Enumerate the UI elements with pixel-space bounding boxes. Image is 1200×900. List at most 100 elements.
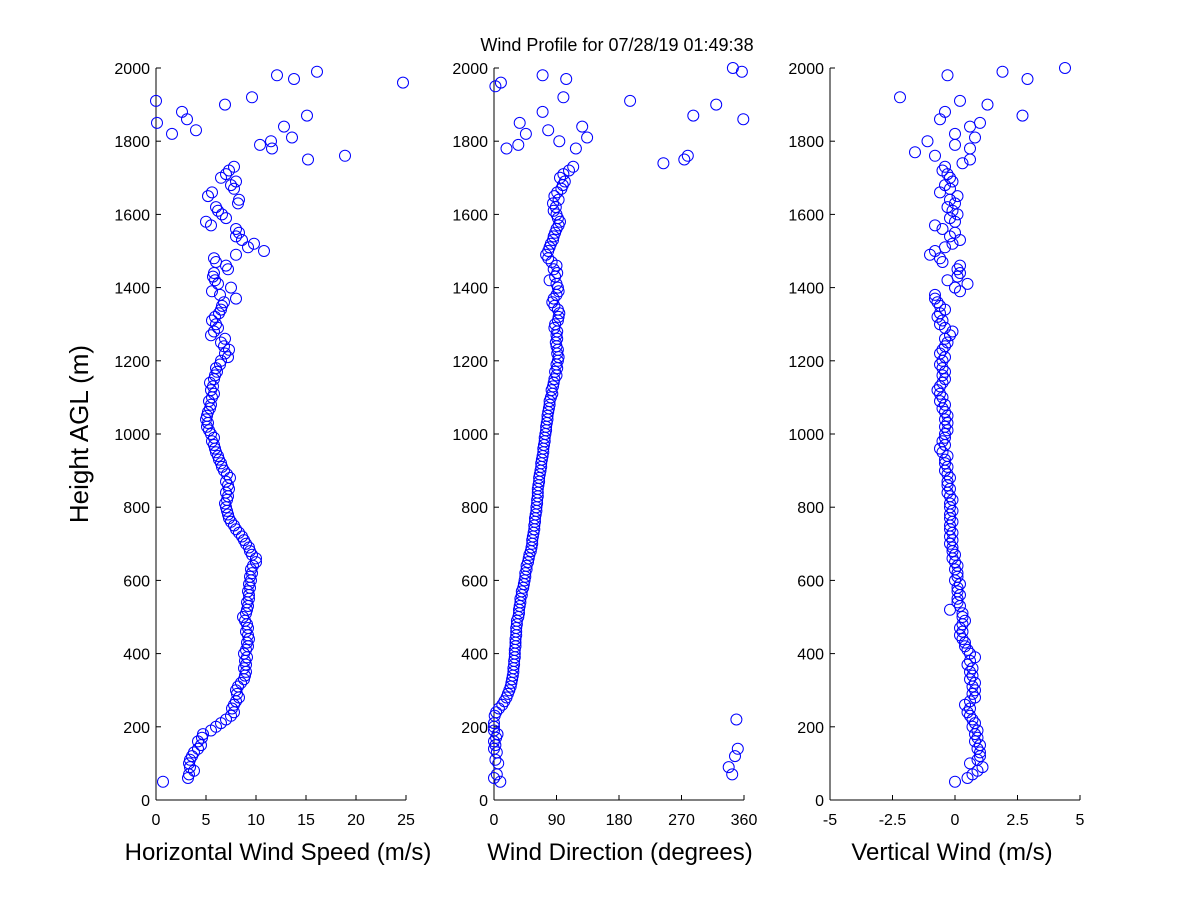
data-point: [961, 706, 974, 719]
data-point: [557, 91, 570, 104]
y-tick-label: 1200: [114, 354, 150, 371]
data-point: [949, 138, 961, 151]
y-tick-label: 2000: [452, 61, 488, 78]
data-point: [731, 742, 744, 755]
data-point: [966, 669, 979, 682]
data-point: [242, 241, 254, 254]
data-point: [552, 193, 565, 206]
x-tick-label: 90: [548, 812, 566, 829]
data-point: [215, 303, 227, 316]
data-point: [964, 142, 976, 155]
data-point: [941, 468, 954, 481]
data-point: [188, 746, 200, 759]
data-point: [490, 746, 503, 759]
data-point: [726, 62, 739, 74]
data-point: [956, 607, 969, 620]
data-point: [936, 362, 949, 375]
data-point: [966, 720, 979, 733]
data-point: [946, 325, 959, 338]
y-tick-label: 400: [123, 647, 150, 664]
data-point: [205, 329, 217, 342]
y-tick-label: 1000: [788, 427, 824, 444]
data-point: [939, 428, 951, 440]
data-point: [233, 526, 245, 539]
data-point: [200, 413, 212, 426]
data-point: [219, 332, 231, 345]
data-point: [339, 149, 351, 162]
data-point: [522, 556, 534, 569]
data-point: [182, 772, 194, 784]
data-point: [931, 310, 944, 323]
data-point: [934, 113, 946, 126]
data-point: [687, 109, 700, 122]
data-point: [954, 259, 966, 272]
data-point: [941, 409, 954, 422]
x-tick-label: 0: [951, 812, 960, 829]
data-point: [219, 347, 231, 360]
data-point: [971, 731, 984, 744]
y-tick-label: 800: [797, 500, 824, 517]
panel-2: 0 200 400 600 800 1000 1200 1400 1600 1800 2000 0 90…: [452, 61, 757, 866]
data-point: [311, 65, 323, 78]
data-point: [961, 277, 974, 290]
data-point: [220, 212, 232, 225]
data-point: [513, 116, 526, 129]
data-point: [247, 559, 259, 572]
data-point: [563, 164, 575, 177]
y-tick-label: 1200: [452, 354, 488, 371]
data-point: [567, 160, 580, 173]
data-point: [250, 556, 262, 569]
data-point: [929, 149, 941, 162]
data-point: [206, 285, 218, 298]
data-point: [936, 435, 949, 448]
data-point: [939, 373, 951, 386]
data-point: [250, 552, 262, 565]
data-point: [547, 204, 560, 217]
data-point: [941, 336, 954, 349]
data-point: [934, 395, 946, 408]
data-point: [956, 611, 969, 623]
data-point: [949, 556, 961, 569]
data-point: [944, 537, 956, 550]
data-point: [951, 559, 964, 572]
data-point: [939, 105, 951, 118]
data-point: [909, 146, 921, 159]
data-point: [936, 343, 949, 356]
data-point: [183, 757, 195, 770]
data-point: [278, 120, 290, 133]
data-point: [519, 127, 532, 140]
data-point: [981, 98, 994, 111]
data-point: [216, 208, 228, 221]
data-point: [176, 105, 188, 118]
data-point: [228, 182, 240, 195]
data-point: [150, 94, 162, 107]
data-point: [939, 453, 951, 466]
data-point: [966, 713, 979, 726]
data-point: [941, 475, 954, 488]
data-point: [971, 742, 984, 755]
data-point: [954, 629, 966, 642]
data-point: [543, 398, 556, 411]
data-point: [233, 193, 245, 206]
data-point: [554, 215, 566, 228]
data-point: [931, 296, 944, 309]
data-point: [201, 409, 213, 422]
data-point: [737, 113, 750, 126]
data-point: [949, 127, 961, 140]
data-point: [969, 691, 981, 704]
figure-title: Wind Profile for 07/28/19 01:49:38: [480, 35, 753, 55]
data-point: [951, 270, 964, 283]
data-point: [550, 277, 563, 290]
data-point: [225, 281, 237, 294]
data-point: [1059, 62, 1071, 74]
data-point: [946, 493, 959, 506]
data-point: [964, 757, 976, 770]
data-point: [951, 585, 964, 598]
data-point: [230, 248, 242, 261]
x-tick-label: 20: [347, 812, 365, 829]
x-tick-label: 180: [606, 812, 633, 829]
data-point: [730, 713, 743, 726]
data-point: [722, 761, 735, 774]
data-point: [266, 142, 278, 155]
